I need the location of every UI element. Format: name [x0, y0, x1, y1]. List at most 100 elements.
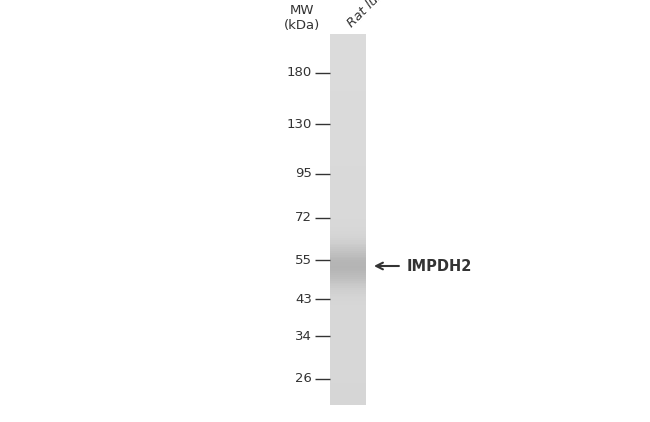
Bar [330, 49, 366, 51]
Bar [330, 400, 366, 401]
Bar [330, 158, 366, 160]
Bar [330, 251, 366, 253]
Bar [330, 95, 366, 97]
Bar [330, 242, 366, 243]
Bar [330, 125, 366, 127]
Bar [330, 376, 366, 377]
Bar [330, 54, 366, 56]
Bar [330, 336, 366, 338]
Bar [330, 312, 366, 314]
Bar [330, 153, 366, 154]
Bar [330, 108, 366, 110]
Bar [330, 392, 366, 394]
Bar [330, 353, 366, 355]
Text: 43: 43 [295, 292, 312, 306]
Bar [330, 299, 366, 301]
Bar [330, 301, 366, 303]
Text: 95: 95 [295, 167, 312, 180]
Bar [330, 71, 366, 73]
Bar [330, 266, 366, 268]
Bar [330, 65, 366, 67]
Bar [330, 62, 366, 63]
Bar [330, 366, 366, 368]
Bar [330, 314, 366, 316]
Bar [330, 338, 366, 340]
Bar [330, 383, 366, 385]
Bar [330, 165, 366, 168]
Bar [330, 154, 366, 156]
Bar [330, 119, 366, 121]
Bar [330, 327, 366, 329]
Text: 26: 26 [295, 372, 312, 385]
Bar [330, 203, 366, 205]
Bar [330, 89, 366, 91]
Bar [330, 132, 366, 134]
Bar [330, 190, 366, 192]
Bar [330, 342, 366, 344]
Bar [330, 149, 366, 151]
Bar [330, 236, 366, 238]
Bar [330, 307, 366, 308]
Text: 55: 55 [295, 254, 312, 267]
Text: 34: 34 [295, 330, 312, 343]
Text: MW
(kDa): MW (kDa) [284, 4, 320, 32]
Bar [330, 255, 366, 257]
Bar [330, 253, 366, 255]
Bar [330, 333, 366, 335]
Bar [330, 348, 366, 349]
Bar [330, 216, 366, 218]
Bar [330, 340, 366, 342]
Bar [330, 173, 366, 175]
Bar [330, 156, 366, 158]
Bar [330, 78, 366, 80]
Bar [330, 227, 366, 229]
Bar [330, 351, 366, 353]
Bar [330, 121, 366, 123]
Bar [330, 320, 366, 322]
Bar [330, 205, 366, 206]
Bar [330, 51, 366, 52]
Bar [330, 346, 366, 348]
Bar [330, 103, 366, 104]
Bar [330, 230, 366, 233]
Bar [330, 303, 366, 305]
Bar [330, 277, 366, 279]
Bar [330, 99, 366, 100]
Bar [330, 368, 366, 370]
Bar [330, 390, 366, 392]
Bar [330, 362, 366, 364]
Bar [330, 308, 366, 311]
Bar [330, 114, 366, 116]
Bar [330, 168, 366, 169]
Bar [330, 76, 366, 78]
Bar [330, 357, 366, 359]
Bar [330, 91, 366, 93]
Bar [330, 192, 366, 193]
Bar [330, 379, 366, 381]
Bar [330, 39, 366, 41]
Bar [330, 360, 366, 362]
Bar [330, 184, 366, 186]
Bar [330, 403, 366, 405]
Bar [330, 401, 366, 403]
Bar [330, 322, 366, 323]
Bar [330, 305, 366, 307]
Bar [330, 112, 366, 114]
Bar [330, 181, 366, 182]
Bar [330, 106, 366, 108]
Bar [330, 201, 366, 203]
Bar [330, 257, 366, 258]
Bar [330, 258, 366, 260]
Bar [330, 141, 366, 143]
Bar [330, 151, 366, 153]
Bar [330, 373, 366, 376]
Bar [330, 238, 366, 240]
Bar [330, 69, 366, 71]
Bar [330, 210, 366, 212]
Bar [330, 84, 366, 86]
Bar [330, 273, 366, 275]
Bar [330, 214, 366, 216]
Bar [330, 246, 366, 247]
Bar [330, 177, 366, 179]
Bar [330, 110, 366, 112]
